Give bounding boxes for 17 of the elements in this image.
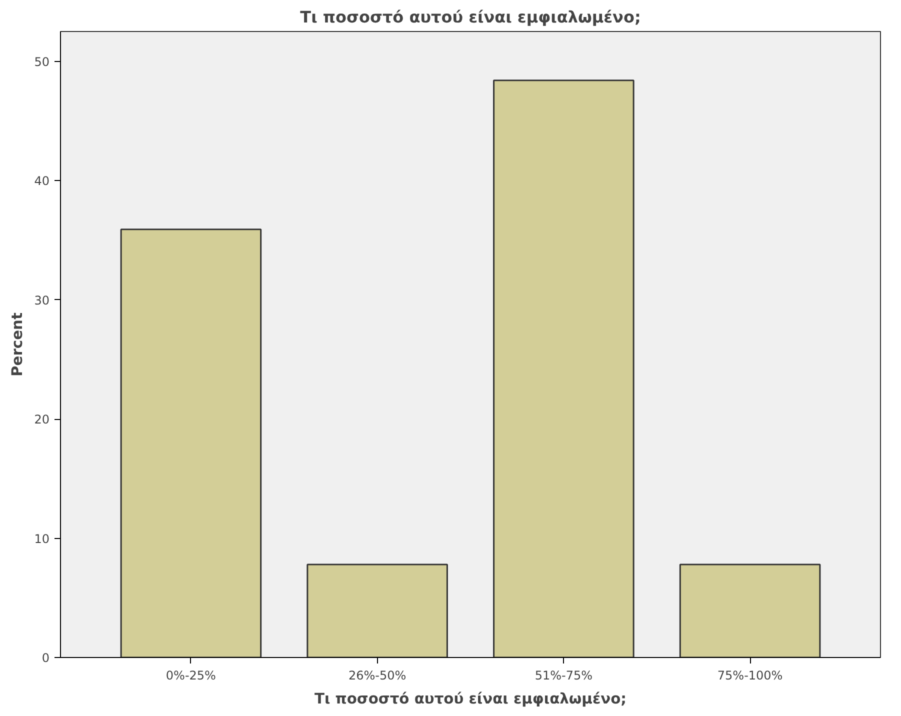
chart-title: Τι ποσοστό αυτού είναι εμφιαλωμένο; (300, 8, 641, 26)
bar (306, 564, 448, 658)
y-tick-label: 10 (34, 532, 50, 546)
x-tick-label: 0%-25% (166, 668, 216, 682)
y-tick-label: 40 (34, 174, 50, 188)
x-tick-label: 51%-75% (534, 668, 593, 682)
bar (493, 80, 634, 658)
bar (120, 228, 262, 658)
bar (679, 564, 821, 658)
x-tick-label: 75%-100% (717, 668, 783, 682)
x-axis-title: Τι ποσοστό αυτού είναι εμφιαλωμένο; (314, 690, 627, 708)
y-axis-title: Percent (9, 312, 26, 376)
y-tick-label: 30 (34, 293, 50, 308)
x-tick-label: 26%-50% (348, 668, 406, 682)
y-tick-label: 0 (42, 651, 50, 665)
y-tick-label: 50 (34, 54, 50, 69)
y-tick-label: 20 (34, 412, 50, 427)
